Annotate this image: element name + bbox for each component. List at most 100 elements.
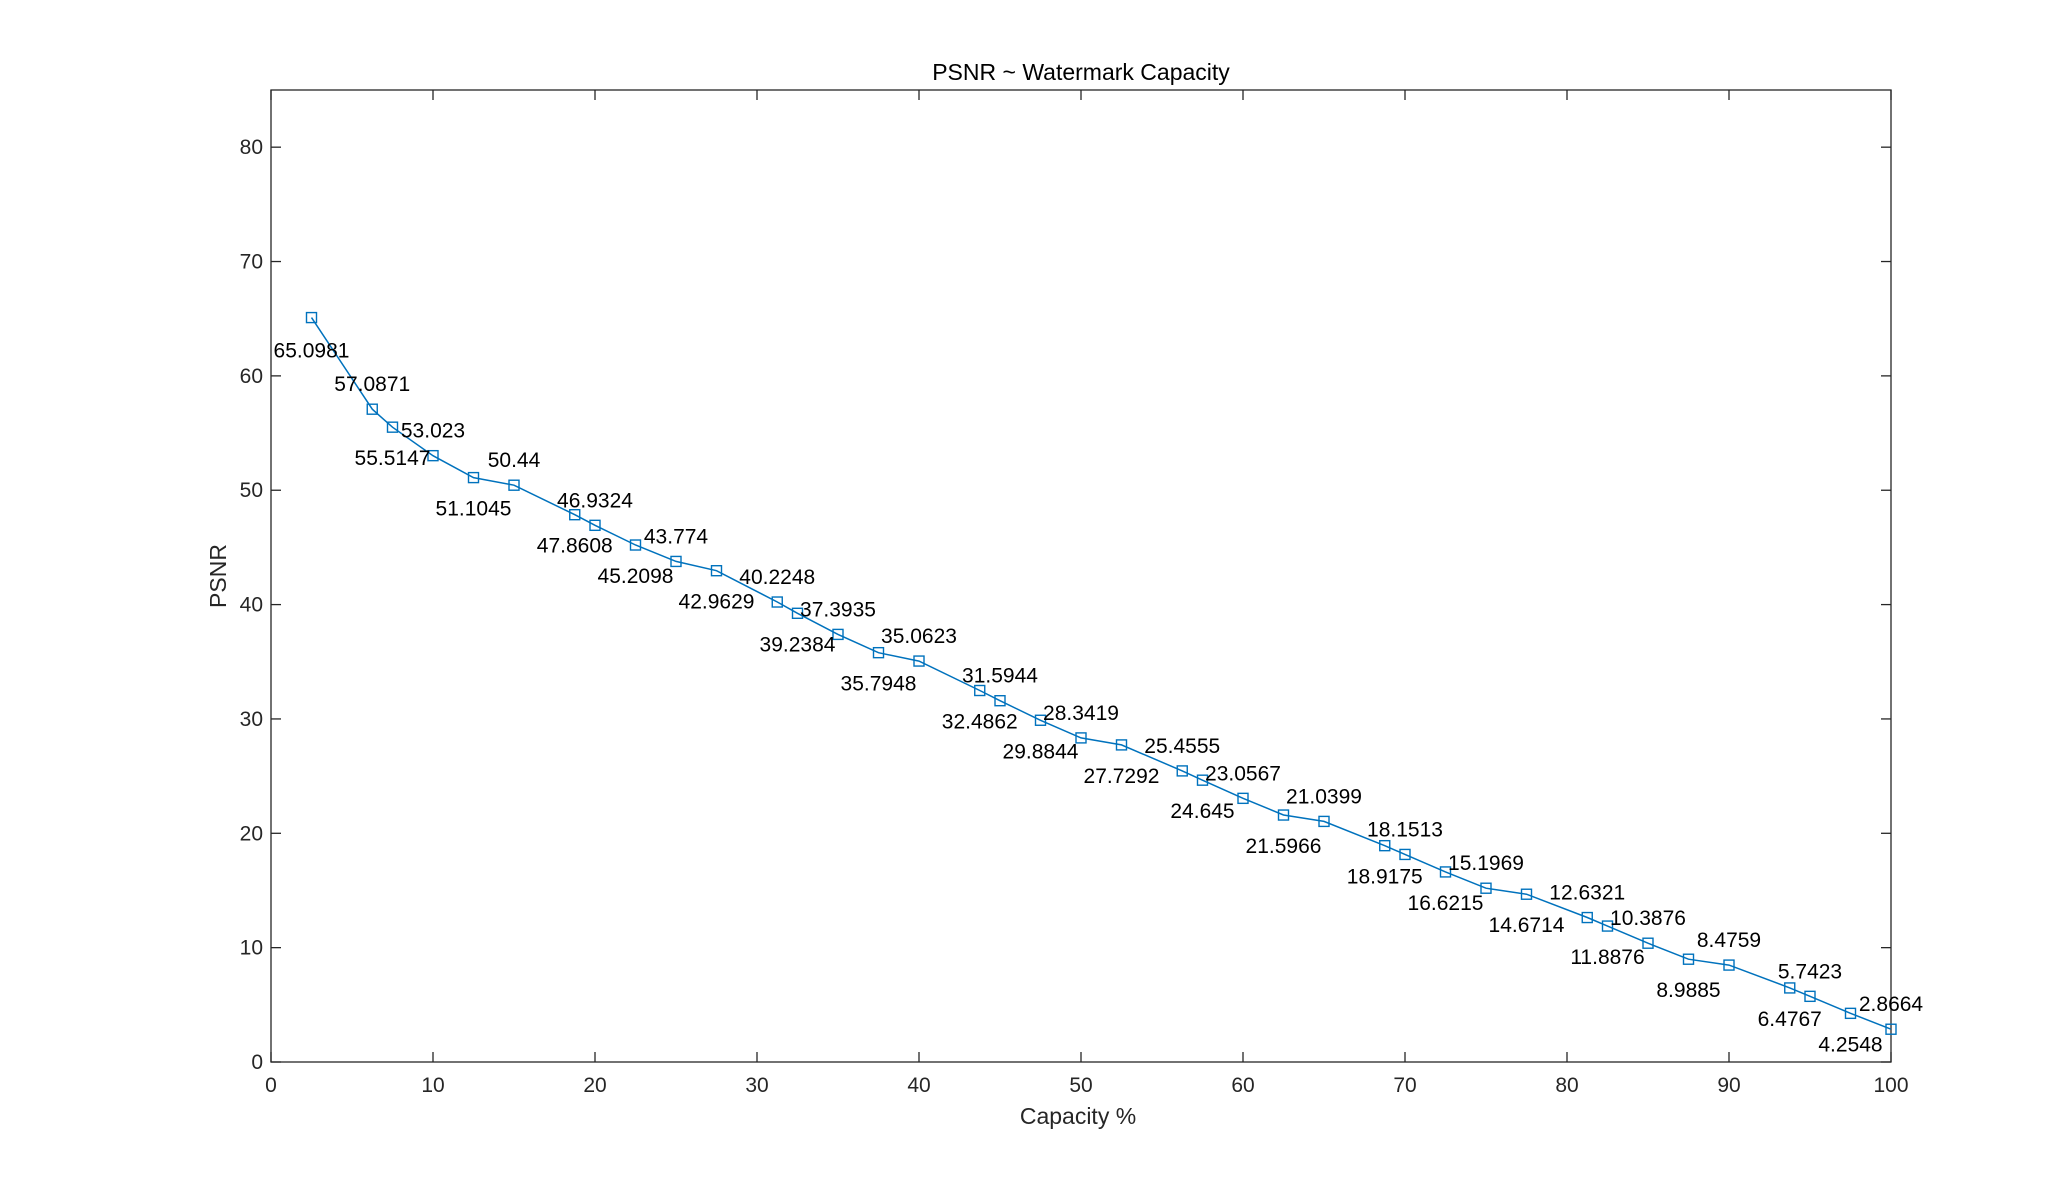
plot-background: [271, 90, 1891, 1062]
data-label: 37.3935: [800, 598, 876, 621]
data-label: 47.8608: [537, 535, 613, 558]
data-label: 21.0399: [1286, 785, 1362, 808]
data-point-marker: [1115, 739, 1128, 751]
data-point-marker: [1034, 714, 1047, 726]
data-point-marker: [1318, 815, 1330, 828]
data-label: 5.7423: [1778, 960, 1842, 983]
data-point-marker: [1176, 765, 1188, 777]
x-tick-label: 40: [907, 1074, 930, 1097]
data-point-marker: [832, 628, 844, 641]
data-point-marker: [386, 421, 399, 433]
data-point-marker: [710, 565, 723, 577]
data-point-marker: [1723, 959, 1735, 971]
data-label: 18.1513: [1367, 818, 1443, 841]
data-point-marker: [1601, 920, 1614, 932]
data-point-marker: [366, 403, 378, 415]
data-label: 55.5147: [355, 447, 431, 470]
data-label: 53.023: [401, 420, 465, 443]
data-point-marker: [427, 449, 439, 462]
y-tick-label: 70: [240, 251, 263, 274]
axes-layer: 0 10 20 30 40 50 60 70 80 90 100 0 10 20 30 40 50 60 70 80: [240, 89, 1909, 1097]
y-tick-label: 10: [240, 937, 263, 960]
data-point-marker: [1682, 953, 1695, 965]
data-point-marker: [508, 479, 520, 491]
data-label: 45.2098: [598, 565, 674, 588]
data-label: 35.7948: [841, 673, 917, 696]
data-point-marker: [791, 607, 804, 619]
data-label: 29.8844: [1003, 740, 1079, 763]
data-point-marker: [1439, 866, 1452, 878]
y-tick-label: 20: [240, 822, 263, 845]
x-tick-label: 80: [1555, 1074, 1578, 1097]
data-label: 43.774: [644, 525, 709, 548]
data-label: 10.3876: [1610, 907, 1686, 930]
data-point-marker: [1520, 888, 1533, 900]
y-tick-label: 60: [240, 365, 263, 388]
y-tick-label: 50: [240, 479, 263, 502]
data-point-marker: [1480, 882, 1492, 894]
data-point-marker: [872, 646, 885, 659]
data-label: 27.7292: [1084, 765, 1160, 788]
data-label: 35.0623: [881, 625, 957, 648]
data-label: 14.6714: [1489, 914, 1565, 937]
data-label: 23.0567: [1205, 762, 1281, 785]
x-tick-label: 50: [1069, 1074, 1092, 1097]
series-line: [310, 317, 1892, 1030]
data-point-marker: [467, 471, 480, 484]
data-point-marker: [1399, 848, 1411, 861]
data-point-marker: [1277, 809, 1290, 821]
data-point-marker: [1784, 982, 1796, 994]
data-point-marker: [1804, 990, 1816, 1003]
x-tick-label: 60: [1231, 1074, 1254, 1097]
x-tick-label: 90: [1717, 1074, 1740, 1097]
data-point-marker: [994, 695, 1006, 707]
x-tick-label: 20: [583, 1074, 606, 1097]
data-label: 18.9175: [1347, 866, 1423, 889]
data-label: 8.4759: [1697, 929, 1761, 952]
data-label: 6.4767: [1758, 1008, 1822, 1031]
data-point-marker: [1379, 839, 1391, 852]
series-layer: [305, 311, 1897, 1035]
x-tick-label: 30: [745, 1074, 768, 1097]
data-label: 42.9629: [679, 591, 755, 614]
data-label: 8.9885: [1656, 979, 1720, 1002]
data-label: 21.5966: [1246, 835, 1322, 858]
data-point-marker: [569, 508, 581, 521]
data-label: 4.2548: [1818, 1033, 1882, 1056]
data-point-marker: [670, 555, 682, 568]
x-tick-label: 100: [1873, 1074, 1908, 1097]
data-label: 46.9324: [557, 489, 633, 512]
data-point-marker: [1196, 774, 1209, 786]
data-label: 65.0981: [274, 340, 350, 363]
data-point-marker: [1075, 732, 1087, 744]
data-label: 51.1045: [436, 498, 512, 521]
data-point-marker: [771, 596, 783, 608]
x-tick-label: 70: [1393, 1074, 1416, 1097]
data-point-marker: [913, 655, 925, 667]
data-label: 2.8664: [1859, 993, 1924, 1016]
data-label: 32.4862: [942, 711, 1018, 734]
y-axis-label: PSNR: [205, 544, 231, 608]
data-label: 50.44: [488, 449, 541, 472]
data-label: 11.8876: [1570, 946, 1644, 969]
y-tick-label: 80: [240, 136, 263, 159]
data-label: 15.1969: [1448, 852, 1524, 875]
data-label: 25.4555: [1144, 735, 1220, 758]
data-label-layer: 65.0981 57.0871 55.5147 53.023 51.1045 50.44 4…: [274, 340, 1924, 1057]
data-label: 12.6321: [1549, 882, 1625, 905]
data-point-marker: [974, 684, 986, 697]
data-point-marker: [1237, 792, 1249, 805]
x-axis-label: Capacity %: [1020, 1103, 1136, 1129]
data-label: 39.2384: [760, 633, 836, 656]
data-point-marker: [629, 539, 642, 551]
data-label: 57.0871: [334, 373, 410, 396]
data-point-marker: [305, 311, 318, 324]
data-point-marker: [589, 519, 601, 532]
y-tick-label: 30: [240, 708, 263, 731]
chart-title: PSNR ~ Watermark Capacity: [932, 59, 1230, 85]
x-tick-label: 10: [421, 1074, 444, 1097]
y-tick-label: 0: [251, 1051, 263, 1074]
data-label: 31.5944: [962, 665, 1038, 688]
